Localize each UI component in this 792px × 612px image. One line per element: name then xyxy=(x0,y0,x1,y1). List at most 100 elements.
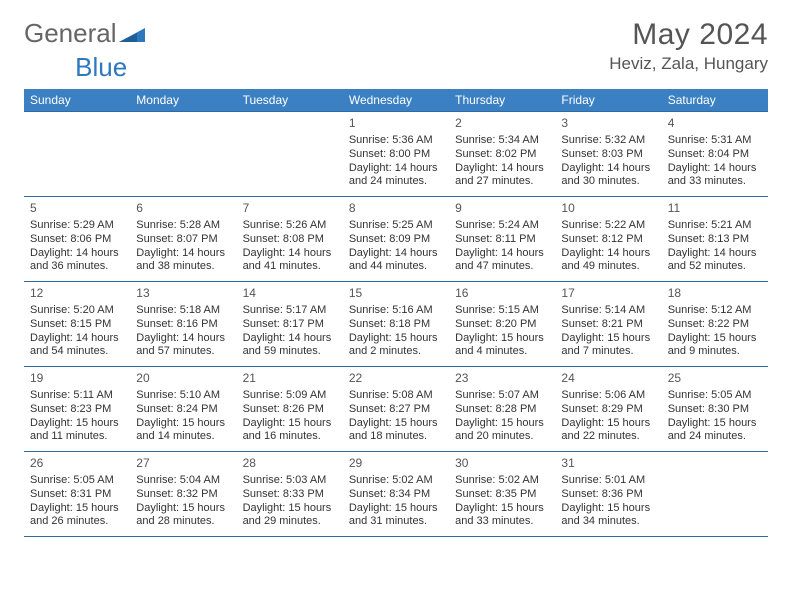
month-title: May 2024 xyxy=(609,18,768,52)
sunset-text: Sunset: 8:33 PM xyxy=(243,488,337,502)
sunset-text: Sunset: 8:26 PM xyxy=(243,403,337,417)
day-8: 8Sunrise: 5:25 AMSunset: 8:09 PMDaylight… xyxy=(343,197,449,281)
sunset-text: Sunset: 8:07 PM xyxy=(136,233,230,247)
sunset-text: Sunset: 8:35 PM xyxy=(455,488,549,502)
day-empty xyxy=(237,112,343,196)
sunset-text: Sunset: 8:02 PM xyxy=(455,148,549,162)
day-number: 21 xyxy=(243,371,337,386)
week-row: 19Sunrise: 5:11 AMSunset: 8:23 PMDayligh… xyxy=(24,367,768,452)
sunrise-text: Sunrise: 5:03 AM xyxy=(243,474,337,488)
sunrise-text: Sunrise: 5:20 AM xyxy=(30,304,124,318)
sunset-text: Sunset: 8:28 PM xyxy=(455,403,549,417)
daylight-text: Daylight: 14 hours and 30 minutes. xyxy=(561,162,655,190)
day-number: 27 xyxy=(136,456,230,471)
sunset-text: Sunset: 8:00 PM xyxy=(349,148,443,162)
sunrise-text: Sunrise: 5:09 AM xyxy=(243,389,337,403)
daylight-text: Daylight: 14 hours and 59 minutes. xyxy=(243,332,337,360)
day-16: 16Sunrise: 5:15 AMSunset: 8:20 PMDayligh… xyxy=(449,282,555,366)
sunset-text: Sunset: 8:04 PM xyxy=(668,148,762,162)
day-number: 12 xyxy=(30,286,124,301)
day-22: 22 Sunrise: 5:08 AMSunset: 8:27 PMDayligh… xyxy=(343,367,449,451)
calendar-grid: SundayMondayTuesdayWednesdayThursdayFrid… xyxy=(24,89,768,537)
week-row: 12 Sunrise: 5:20 AMSunset: 8:15 PM Dayligh… xyxy=(24,282,768,367)
sunset-text: Sunset: 8:29 PM xyxy=(561,403,655,417)
day-number: 25 xyxy=(668,371,762,386)
daylight-text: Daylight: 14 hours and 44 minutes. xyxy=(349,247,443,275)
sunset-text: Sunset: 8:22 PM xyxy=(668,318,762,332)
sunset-text: Sunset: 8:15 PM xyxy=(30,318,124,332)
sunset-text: Sunset: 8:06 PM xyxy=(30,233,124,247)
day-2: 2Sunrise: 5:34 AMSunset: 8:02 PMDaylight… xyxy=(449,112,555,196)
sunrise-text: Sunrise: 5:17 AM xyxy=(243,304,337,318)
brand-word1: General xyxy=(24,18,117,49)
sunrise-text: Sunrise: 5:10 AM xyxy=(136,389,230,403)
day-27: 27Sunrise: 5:04 AMSunset: 8:32 PMDayligh… xyxy=(130,452,236,536)
dow-sunday: Sunday xyxy=(24,89,130,111)
day-number: 17 xyxy=(561,286,655,301)
day-23: 23Sunrise: 5:07 AMSunset: 8:28 PMDayligh… xyxy=(449,367,555,451)
day-number: 22 xyxy=(349,371,443,386)
day-number: 18 xyxy=(668,286,762,301)
day-17: 17Sunrise: 5:14 AMSunset: 8:21 PMDayligh… xyxy=(555,282,661,366)
day-13: 13Sunrise: 5:18 AMSunset: 8:16 PMDayligh… xyxy=(130,282,236,366)
sunrise-text: Sunrise: 5:26 AM xyxy=(243,219,337,233)
week-row: 5Sunrise: 5:29 AMSunset: 8:06 PMDaylight… xyxy=(24,197,768,282)
sunset-text: Sunset: 8:20 PM xyxy=(455,318,549,332)
daylight-text: Daylight: 14 hours and 47 minutes. xyxy=(455,247,549,275)
daylight-text: Daylight: 14 hours and 33 minutes. xyxy=(668,162,762,190)
day-number: 8 xyxy=(349,201,443,216)
title-block: May 2024 Heviz, Zala, Hungary xyxy=(609,18,768,74)
sunrise-text: Sunrise: 5:08 AM xyxy=(349,389,443,403)
sunrise-text: Sunrise: 5:12 AM xyxy=(668,304,762,318)
sunset-text: Sunset: 8:11 PM xyxy=(455,233,549,247)
daylight-text: Daylight: 15 hours and 2 minutes. xyxy=(349,332,443,360)
sunrise-text: Sunrise: 5:11 AM xyxy=(30,389,124,403)
sunset-text: Sunset: 8:27 PM xyxy=(349,403,443,417)
sunrise-text: Sunrise: 5:36 AM xyxy=(349,134,443,148)
day-number: 11 xyxy=(668,201,762,216)
sunset-text: Sunset: 8:21 PM xyxy=(561,318,655,332)
sunset-text: Sunset: 8:03 PM xyxy=(561,148,655,162)
daylight-text: Daylight: 15 hours and 20 minutes. xyxy=(455,417,549,445)
day-12: 12Sunrise: 5:20 AMSunset: 8:15 PMDayligh… xyxy=(24,282,130,366)
sunset-text: Sunset: 8:09 PM xyxy=(349,233,443,247)
daylight-text: Daylight: 15 hours and 18 minutes. xyxy=(349,417,443,445)
day-1: 1Sunrise: 5:36 AMSunset: 8:00 PMDaylight… xyxy=(343,112,449,196)
sunset-text: Sunset: 8:24 PM xyxy=(136,403,230,417)
daylight-text: Daylight: 15 hours and 11 minutes. xyxy=(30,417,124,445)
day-number: 6 xyxy=(136,201,230,216)
day-number: 10 xyxy=(561,201,655,216)
week-row: 1 Sunrise: 5:36 AMSunset: 8:00 PM Daylight… xyxy=(24,111,768,197)
day-20: 20 Sunrise: 5:10 AMSunset: 8:24 PMDayligh… xyxy=(130,367,236,451)
day-number: 23 xyxy=(455,371,549,386)
daylight-text: Daylight: 15 hours and 29 minutes. xyxy=(243,502,337,530)
daylight-text: Daylight: 14 hours and 57 minutes. xyxy=(136,332,230,360)
sunrise-text: Sunrise: 5:32 AM xyxy=(561,134,655,148)
day-number: 16 xyxy=(455,286,549,301)
daylight-text: Daylight: 14 hours and 49 minutes. xyxy=(561,247,655,275)
dow-thursday: Thursday xyxy=(449,89,555,111)
daylight-text: Daylight: 15 hours and 9 minutes. xyxy=(668,332,762,360)
day-9: 9Sunrise: 5:24 AMSunset: 8:11 PMDaylight… xyxy=(449,197,555,281)
day-6: 6Sunrise: 5:28 AMSunset: 8:07 PMDaylight… xyxy=(130,197,236,281)
daylight-text: Daylight: 15 hours and 26 minutes. xyxy=(30,502,124,530)
day-number: 30 xyxy=(455,456,549,471)
day-number: 20 xyxy=(136,371,230,386)
day-11: 11Sunrise: 5:21 AMSunset: 8:13 PMDayligh… xyxy=(662,197,768,281)
day-29: 29Sunrise: 5:02 AMSunset: 8:34 PMDayligh… xyxy=(343,452,449,536)
day-30: 30Sunrise: 5:02 AMSunset: 8:35 PMDayligh… xyxy=(449,452,555,536)
day-empty xyxy=(662,452,768,536)
sunrise-text: Sunrise: 5:24 AM xyxy=(455,219,549,233)
sunrise-text: Sunrise: 5:02 AM xyxy=(455,474,549,488)
daylight-text: Daylight: 14 hours and 36 minutes. xyxy=(30,247,124,275)
day-number: 1 xyxy=(349,116,443,131)
sunset-text: Sunset: 8:17 PM xyxy=(243,318,337,332)
day-number: 7 xyxy=(243,201,337,216)
sunrise-text: Sunrise: 5:02 AM xyxy=(349,474,443,488)
daylight-text: Daylight: 15 hours and 14 minutes. xyxy=(136,417,230,445)
day-empty xyxy=(130,112,236,196)
sunset-text: Sunset: 8:12 PM xyxy=(561,233,655,247)
dow-wednesday: Wednesday xyxy=(343,89,449,111)
sunset-text: Sunset: 8:34 PM xyxy=(349,488,443,502)
sunset-text: Sunset: 8:16 PM xyxy=(136,318,230,332)
